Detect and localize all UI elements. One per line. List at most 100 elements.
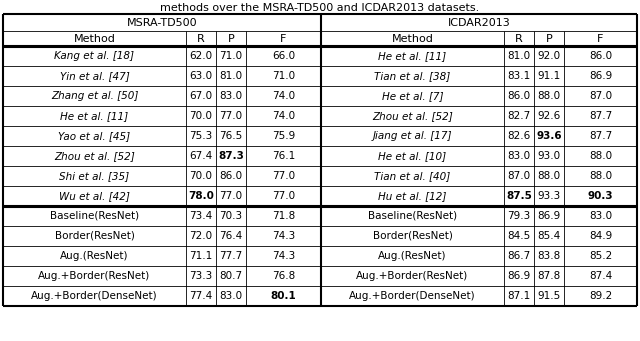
Text: 80.7: 80.7 [220, 271, 243, 281]
Text: 76.4: 76.4 [220, 231, 243, 241]
Text: methods over the MSRA-TD500 and ICDAR2013 datasets.: methods over the MSRA-TD500 and ICDAR201… [161, 3, 479, 13]
Text: 75.9: 75.9 [272, 131, 295, 141]
Text: 87.7: 87.7 [589, 131, 612, 141]
Text: Yao et al. [45]: Yao et al. [45] [58, 131, 131, 141]
Text: 70.3: 70.3 [220, 211, 243, 221]
Text: 91.5: 91.5 [538, 291, 561, 301]
Text: 74.3: 74.3 [272, 251, 295, 261]
Text: Aug.+Border(ResNet): Aug.+Border(ResNet) [38, 271, 150, 281]
Text: 91.1: 91.1 [538, 71, 561, 81]
Text: 86.9: 86.9 [589, 71, 612, 81]
Text: Aug.+Border(DenseNet): Aug.+Border(DenseNet) [31, 291, 158, 301]
Text: 71.1: 71.1 [189, 251, 212, 261]
Text: He et al. [11]: He et al. [11] [378, 51, 447, 61]
Text: He et al. [10]: He et al. [10] [378, 151, 447, 161]
Text: 83.0: 83.0 [220, 291, 243, 301]
Text: He et al. [11]: He et al. [11] [60, 111, 129, 121]
Text: 74.0: 74.0 [272, 91, 295, 101]
Text: 79.3: 79.3 [508, 211, 531, 221]
Text: 86.9: 86.9 [508, 271, 531, 281]
Text: 86.0: 86.0 [589, 51, 612, 61]
Text: 83.1: 83.1 [508, 71, 531, 81]
Text: 93.0: 93.0 [538, 151, 561, 161]
Text: 80.1: 80.1 [271, 291, 296, 301]
Text: Wu et al. [42]: Wu et al. [42] [59, 191, 130, 201]
Text: 70.0: 70.0 [189, 111, 212, 121]
Text: 86.0: 86.0 [508, 91, 531, 101]
Text: Hu et al. [12]: Hu et al. [12] [378, 191, 447, 201]
Text: 63.0: 63.0 [189, 71, 212, 81]
Text: Aug.+Border(ResNet): Aug.+Border(ResNet) [356, 271, 468, 281]
Text: 88.0: 88.0 [538, 91, 561, 101]
Text: ICDAR2013: ICDAR2013 [447, 17, 510, 28]
Text: 85.4: 85.4 [538, 231, 561, 241]
Text: Baseline(ResNet): Baseline(ResNet) [50, 211, 139, 221]
Text: Aug.+Border(DenseNet): Aug.+Border(DenseNet) [349, 291, 476, 301]
Text: Border(ResNet): Border(ResNet) [372, 231, 452, 241]
Text: 90.3: 90.3 [588, 191, 613, 201]
Text: 67.4: 67.4 [189, 151, 212, 161]
Text: 83.0: 83.0 [589, 211, 612, 221]
Text: 76.8: 76.8 [272, 271, 295, 281]
Text: P: P [546, 33, 552, 44]
Text: Jiang et al. [17]: Jiang et al. [17] [372, 131, 452, 141]
Text: 74.3: 74.3 [272, 231, 295, 241]
Text: 75.3: 75.3 [189, 131, 212, 141]
Text: 93.6: 93.6 [536, 131, 562, 141]
Text: 74.0: 74.0 [272, 111, 295, 121]
Text: 86.9: 86.9 [538, 211, 561, 221]
Text: 67.0: 67.0 [189, 91, 212, 101]
Text: 77.0: 77.0 [272, 191, 295, 201]
Text: 87.1: 87.1 [508, 291, 531, 301]
Text: 78.0: 78.0 [188, 191, 214, 201]
Text: 84.5: 84.5 [508, 231, 531, 241]
Text: Method: Method [74, 33, 115, 44]
Text: P: P [228, 33, 234, 44]
Text: 89.2: 89.2 [589, 291, 612, 301]
Text: 81.0: 81.0 [220, 71, 243, 81]
Text: 77.0: 77.0 [272, 171, 295, 181]
Text: 87.3: 87.3 [218, 151, 244, 161]
Text: 87.8: 87.8 [538, 271, 561, 281]
Text: 71.0: 71.0 [220, 51, 243, 61]
Text: Border(ResNet): Border(ResNet) [54, 231, 134, 241]
Text: 87.7: 87.7 [589, 111, 612, 121]
Text: 76.5: 76.5 [220, 131, 243, 141]
Text: Tian et al. [40]: Tian et al. [40] [374, 171, 451, 181]
Text: 62.0: 62.0 [189, 51, 212, 61]
Text: 71.0: 71.0 [272, 71, 295, 81]
Text: Method: Method [392, 33, 433, 44]
Text: 66.0: 66.0 [272, 51, 295, 61]
Text: Yin et al. [47]: Yin et al. [47] [60, 71, 129, 81]
Text: 71.8: 71.8 [272, 211, 295, 221]
Text: 87.0: 87.0 [589, 91, 612, 101]
Text: 77.0: 77.0 [220, 111, 243, 121]
Text: 77.7: 77.7 [220, 251, 243, 261]
Text: 77.4: 77.4 [189, 291, 212, 301]
Text: R: R [197, 33, 205, 44]
Text: 84.9: 84.9 [589, 231, 612, 241]
Text: 87.4: 87.4 [589, 271, 612, 281]
Text: Zhang et al. [50]: Zhang et al. [50] [51, 91, 138, 101]
Text: 83.0: 83.0 [508, 151, 531, 161]
Text: Zhou et al. [52]: Zhou et al. [52] [372, 111, 453, 121]
Text: He et al. [7]: He et al. [7] [381, 91, 444, 101]
Text: Baseline(ResNet): Baseline(ResNet) [368, 211, 457, 221]
Text: 86.7: 86.7 [508, 251, 531, 261]
Text: 81.0: 81.0 [508, 51, 531, 61]
Text: Aug.(ResNet): Aug.(ResNet) [378, 251, 447, 261]
Text: 88.0: 88.0 [589, 151, 612, 161]
Text: 76.1: 76.1 [272, 151, 295, 161]
Text: 92.6: 92.6 [538, 111, 561, 121]
Text: MSRA-TD500: MSRA-TD500 [127, 17, 197, 28]
Text: 88.0: 88.0 [538, 171, 561, 181]
Text: 83.0: 83.0 [220, 91, 243, 101]
Text: 72.0: 72.0 [189, 231, 212, 241]
Text: 77.0: 77.0 [220, 191, 243, 201]
Text: Kang et al. [18]: Kang et al. [18] [54, 51, 134, 61]
Text: 93.3: 93.3 [538, 191, 561, 201]
Text: R: R [515, 33, 523, 44]
Text: Shi et al. [35]: Shi et al. [35] [60, 171, 129, 181]
Text: 70.0: 70.0 [189, 171, 212, 181]
Text: 85.2: 85.2 [589, 251, 612, 261]
